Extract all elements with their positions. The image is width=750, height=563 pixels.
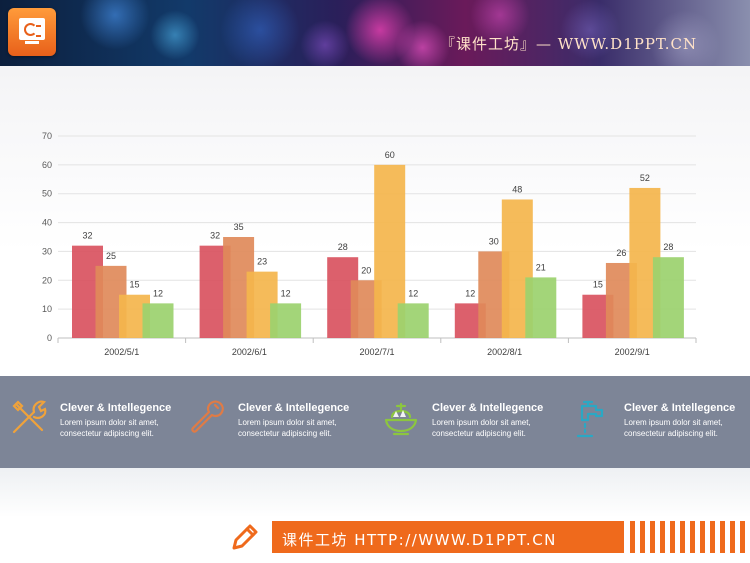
feature-item: Clever & Intellegence Lorem ipsum dolor … (380, 392, 570, 452)
x-tick-label: 2002/6/1 (232, 347, 267, 357)
data-label: 52 (640, 173, 650, 183)
bar (142, 303, 174, 338)
data-label: 35 (234, 222, 244, 232)
footer-stripes (630, 521, 746, 553)
x-tick-label: 2002/8/1 (487, 347, 522, 357)
data-label: 25 (106, 251, 116, 261)
x-tick-label: 2002/9/1 (615, 347, 650, 357)
data-label: 60 (385, 150, 395, 160)
data-label: 23 (257, 257, 267, 267)
juicer-icon (384, 402, 418, 436)
feature-description: consectetur adipiscing elit. (60, 429, 154, 438)
data-label: 12 (465, 288, 475, 298)
data-label: 30 (489, 236, 499, 246)
x-tick-label: 2002/5/1 (104, 347, 139, 357)
data-label: 12 (408, 288, 418, 298)
bokeh-light (650, 10, 720, 66)
feature-title: Clever & Intellegence (432, 402, 544, 414)
bokeh-light (395, 20, 450, 66)
feature-description: consectetur adipiscing elit. (432, 429, 526, 438)
y-tick-label: 60 (42, 160, 52, 170)
feature-description: Lorem ipsum dolor sit amet, (60, 418, 159, 427)
bar (525, 277, 557, 338)
tools-icon (12, 400, 47, 434)
pencil-icon (232, 524, 258, 550)
data-label: 20 (361, 265, 371, 275)
site-title: 『课件工坊』— WWW.D1PPT.CN (440, 35, 698, 53)
data-label: 15 (129, 280, 139, 290)
data-label: 32 (210, 231, 220, 241)
feature-description: Lorem ipsum dolor sit amet, (624, 418, 723, 427)
bokeh-light (150, 10, 200, 60)
chart-area: 0 10 20 30 40 50 60 70 32 25 15 12 2002/5/1 32 35 23 12 2… (0, 66, 750, 376)
feature-description: consectetur adipiscing elit. (624, 429, 718, 438)
data-label: 28 (338, 242, 348, 252)
data-label: 15 (593, 280, 603, 290)
data-label: 32 (82, 231, 92, 241)
feature-item: Clever & Intellegence Lorem ipsum dolor … (572, 392, 750, 452)
bar-chart: 0 10 20 30 40 50 60 70 32 25 15 12 2002/5/1 32 35 23 12 2… (42, 131, 697, 357)
bar (270, 303, 302, 338)
data-label: 28 (663, 242, 673, 252)
footer-url: 课件工坊 HTTP://WWW.D1PPT.CN (282, 531, 557, 549)
feature-title: Clever & Intellegence (60, 402, 172, 414)
y-tick-label: 20 (42, 275, 52, 285)
spacer (0, 468, 750, 518)
header-banner: 『课件工坊』— WWW.D1PPT.CN (0, 0, 750, 66)
y-tick-label: 40 (42, 218, 52, 228)
y-tick-label: 0 (47, 333, 52, 343)
faucet-icon (576, 400, 604, 438)
y-tick-label: 30 (42, 246, 52, 256)
bokeh-light (220, 0, 300, 66)
bokeh-light (300, 20, 350, 66)
y-tick-label: 50 (42, 189, 52, 199)
data-label: 12 (153, 288, 163, 298)
data-label: 48 (512, 184, 522, 194)
x-tick-label: 2002/7/1 (359, 347, 394, 357)
presentation-icon (8, 8, 56, 56)
y-tick-label: 10 (42, 304, 52, 314)
bar (397, 303, 429, 338)
feature-description: Lorem ipsum dolor sit amet, (432, 418, 531, 427)
footer-bar: 课件工坊 HTTP://WWW.D1PPT.CN (272, 521, 624, 553)
y-tick-label: 70 (42, 131, 52, 141)
feature-band: Clever & Intellegence Lorem ipsum dolor … (0, 376, 750, 468)
bokeh-light (80, 0, 150, 50)
data-label: 12 (281, 288, 291, 298)
feature-item: Clever & Intellegence Lorem ipsum dolor … (186, 392, 376, 452)
data-label: 21 (536, 262, 546, 272)
feature-title: Clever & Intellegence (238, 402, 350, 414)
wrench-icon (191, 400, 224, 433)
feature-description: consectetur adipiscing elit. (238, 429, 332, 438)
bar (652, 257, 684, 338)
footer: 课件工坊 HTTP://WWW.D1PPT.CN (0, 516, 750, 563)
data-label: 26 (616, 248, 626, 258)
bokeh-light (560, 0, 620, 60)
feature-description: Lorem ipsum dolor sit amet, (238, 418, 337, 427)
feature-item: Clever & Intellegence Lorem ipsum dolor … (8, 392, 198, 452)
feature-title: Clever & Intellegence (624, 402, 736, 414)
